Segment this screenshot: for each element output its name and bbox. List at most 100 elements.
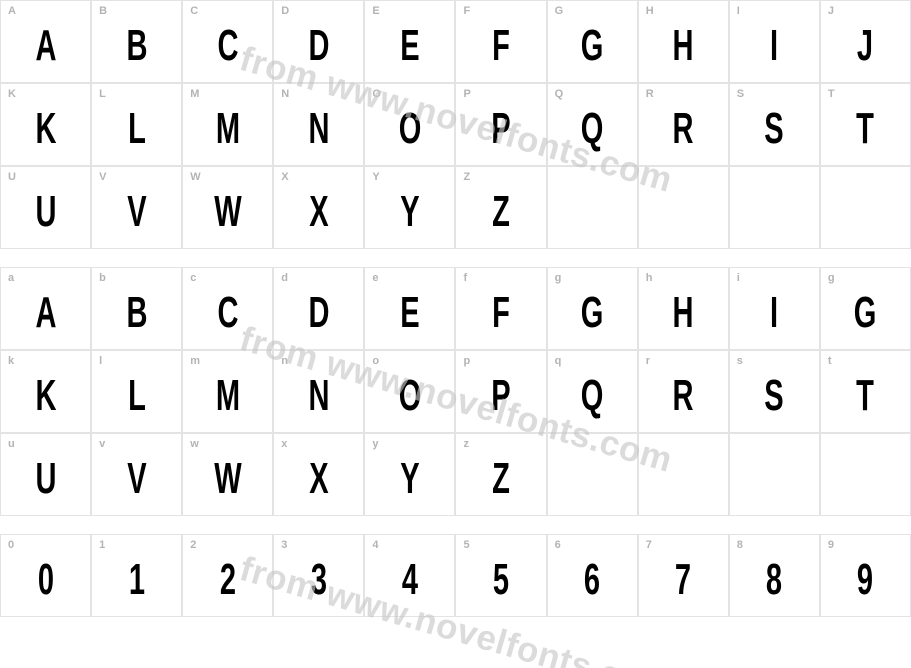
glyph-cell-label: y bbox=[372, 438, 378, 450]
glyph-grid-block: AABBCCDDEEFFGGHHIIJJKKLLMMNNOOPPQQRRSSTT… bbox=[0, 0, 911, 249]
glyph-cell-label: S bbox=[737, 88, 745, 100]
glyph-sample: K bbox=[35, 371, 56, 421]
glyph-cell: nN bbox=[273, 350, 364, 433]
glyph-cell-label: 2 bbox=[190, 539, 196, 551]
glyph-cell-label: p bbox=[463, 355, 470, 367]
glyph-cell: vV bbox=[91, 433, 182, 516]
glyph-sample: U bbox=[35, 454, 56, 504]
block-separator bbox=[0, 516, 911, 534]
glyph-cell-label: A bbox=[8, 5, 16, 17]
glyph-cell-empty bbox=[729, 433, 820, 516]
glyph-sample: P bbox=[491, 371, 510, 421]
glyph-sample: C bbox=[217, 288, 238, 338]
glyph-cell: BB bbox=[91, 0, 182, 83]
glyph-sample: J bbox=[857, 21, 873, 71]
glyph-cell-label: 4 bbox=[372, 539, 378, 551]
glyph-sample: R bbox=[673, 371, 694, 421]
glyph-sample: W bbox=[214, 187, 241, 237]
glyph-cell-label: H bbox=[646, 5, 654, 17]
glyph-cell: 55 bbox=[455, 534, 546, 617]
glyph-cell: ZZ bbox=[455, 166, 546, 249]
glyph-cell-label: 8 bbox=[737, 539, 743, 551]
glyph-cell: MM bbox=[182, 83, 273, 166]
glyph-cell: cC bbox=[182, 267, 273, 350]
glyph-cell-label: M bbox=[190, 88, 199, 100]
glyph-cell-label: 9 bbox=[828, 539, 834, 551]
glyph-cell-label: R bbox=[646, 88, 654, 100]
glyph-sample: Z bbox=[492, 187, 510, 237]
glyph-cell: EE bbox=[364, 0, 455, 83]
glyph-sample: 9 bbox=[857, 555, 873, 605]
glyph-cell-label: l bbox=[99, 355, 102, 367]
glyph-cell: oO bbox=[364, 350, 455, 433]
glyph-cell: NN bbox=[273, 83, 364, 166]
glyph-sample: N bbox=[308, 371, 329, 421]
glyph-sample: V bbox=[127, 187, 146, 237]
glyph-cell-label: Q bbox=[555, 88, 564, 100]
glyph-cell: AA bbox=[0, 0, 91, 83]
glyph-cell: xX bbox=[273, 433, 364, 516]
glyph-cell-label: X bbox=[281, 171, 289, 183]
glyph-sample: R bbox=[673, 104, 694, 154]
glyph-cell-label: q bbox=[555, 355, 562, 367]
glyph-sample: C bbox=[217, 21, 238, 71]
glyph-sample: L bbox=[128, 371, 146, 421]
glyph-cell: 22 bbox=[182, 534, 273, 617]
glyph-cell: mM bbox=[182, 350, 273, 433]
glyph-cell: DD bbox=[273, 0, 364, 83]
glyph-grid-block: aAbBcCdDeEfFgGhHiIgGkKlLmMnNoOpPqQrRsStT… bbox=[0, 267, 911, 516]
glyph-cell-label: Y bbox=[372, 171, 380, 183]
glyph-sample: 7 bbox=[675, 555, 691, 605]
glyph-sample: Q bbox=[581, 371, 604, 421]
glyph-sample: F bbox=[492, 21, 510, 71]
glyph-sample: W bbox=[214, 454, 241, 504]
glyph-sample: 5 bbox=[493, 555, 509, 605]
glyph-cell: qQ bbox=[547, 350, 638, 433]
glyph-sample: B bbox=[126, 288, 147, 338]
glyph-cell-label: c bbox=[190, 272, 196, 284]
glyph-cell: fF bbox=[455, 267, 546, 350]
glyph-sample: 0 bbox=[37, 555, 53, 605]
glyph-sample: Y bbox=[400, 454, 419, 504]
glyph-cell-label: r bbox=[646, 355, 651, 367]
glyph-cell-label: 7 bbox=[646, 539, 652, 551]
block-separator bbox=[0, 249, 911, 267]
glyph-cell: GG bbox=[547, 0, 638, 83]
glyph-cell: JJ bbox=[820, 0, 911, 83]
glyph-cell-label: o bbox=[372, 355, 379, 367]
font-map-root: AABBCCDDEEFFGGHHIIJJKKLLMMNNOOPPQQRRSSTT… bbox=[0, 0, 911, 617]
glyph-sample: 8 bbox=[766, 555, 782, 605]
glyph-cell-label: w bbox=[190, 438, 199, 450]
glyph-cell-empty bbox=[547, 433, 638, 516]
glyph-sample: S bbox=[765, 371, 784, 421]
glyph-cell-label: e bbox=[372, 272, 378, 284]
glyph-grid-block: 00112233445566778899 bbox=[0, 534, 911, 617]
glyph-cell: 33 bbox=[273, 534, 364, 617]
glyph-cell-empty bbox=[820, 433, 911, 516]
glyph-cell-label: 6 bbox=[555, 539, 561, 551]
glyph-sample: I bbox=[770, 21, 778, 71]
glyph-cell: YY bbox=[364, 166, 455, 249]
glyph-cell: XX bbox=[273, 166, 364, 249]
glyph-cell: SS bbox=[729, 83, 820, 166]
glyph-cell: hH bbox=[638, 267, 729, 350]
glyph-cell-label: k bbox=[8, 355, 14, 367]
glyph-cell: CC bbox=[182, 0, 273, 83]
glyph-sample: M bbox=[216, 104, 240, 154]
glyph-cell-label: v bbox=[99, 438, 105, 450]
glyph-sample: M bbox=[216, 371, 240, 421]
glyph-cell: gG bbox=[820, 267, 911, 350]
glyph-cell: VV bbox=[91, 166, 182, 249]
glyph-cell-label: 1 bbox=[99, 539, 105, 551]
glyph-cell: WW bbox=[182, 166, 273, 249]
glyph-cell-label: W bbox=[190, 171, 201, 183]
glyph-cell-label: D bbox=[281, 5, 289, 17]
glyph-sample: E bbox=[400, 288, 419, 338]
glyph-cell: UU bbox=[0, 166, 91, 249]
glyph-cell-label: I bbox=[737, 5, 740, 17]
glyph-sample: Z bbox=[492, 454, 510, 504]
glyph-sample: Y bbox=[400, 187, 419, 237]
glyph-sample: I bbox=[770, 288, 778, 338]
glyph-cell-label: T bbox=[828, 88, 835, 100]
glyph-cell-label: E bbox=[372, 5, 380, 17]
